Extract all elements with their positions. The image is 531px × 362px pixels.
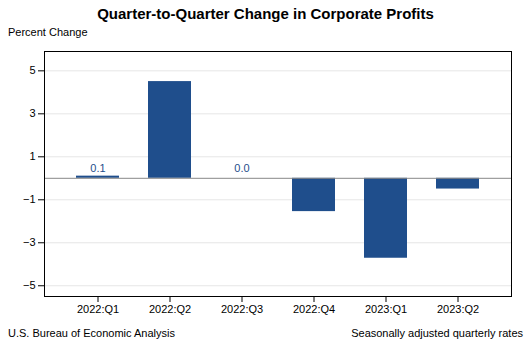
svg-text:0.0: 0.0	[234, 162, 249, 174]
svg-text:2022:Q2: 2022:Q2	[149, 303, 191, 315]
html-text:Percent Change: Percent Change	[8, 26, 88, 38]
svg-text:0.1: 0.1	[90, 162, 105, 174]
svg-text:2022:Q3: 2022:Q3	[221, 303, 263, 315]
svg-text:−5: −5	[23, 279, 36, 291]
svg-text:−1: −1	[23, 193, 36, 205]
svg-text:2022:Q1: 2022:Q1	[77, 303, 119, 315]
svg-text:2023:Q1: 2023:Q1	[365, 303, 407, 315]
svg-text:−3: −3	[23, 236, 36, 248]
svg-text:1: 1	[29, 150, 35, 162]
svg-text:5: 5	[29, 64, 35, 76]
html-text:U.S. Bureau of Economic Analys: U.S. Bureau of Economic Analysis	[8, 327, 175, 339]
html-text:Quarter-to-Quarter Change in C: Quarter-to-Quarter Change in Corporate P…	[97, 5, 434, 22]
svg-text:2022:Q4: 2022:Q4	[293, 303, 335, 315]
html-text:Seasonally adjusted quarterly: Seasonally adjusted quarterly rates	[351, 327, 523, 339]
svg-text:2023:Q2: 2023:Q2	[437, 303, 479, 315]
svg-text:3: 3	[29, 107, 35, 119]
